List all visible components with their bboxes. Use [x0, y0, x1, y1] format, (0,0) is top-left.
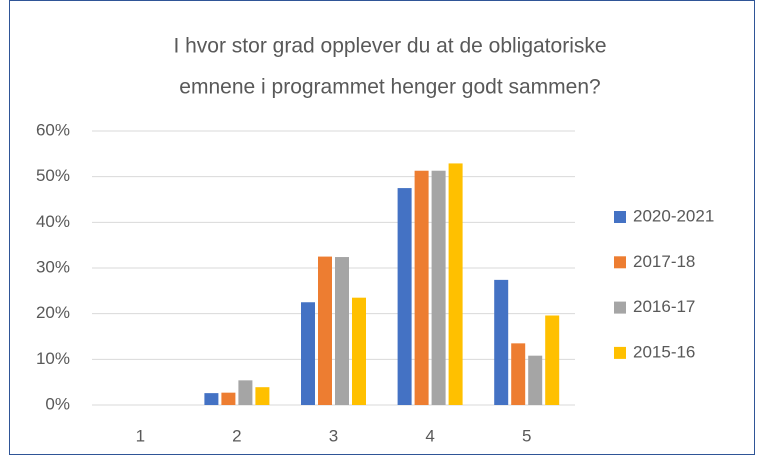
bar — [221, 392, 236, 405]
x-tick-label: 2 — [232, 426, 241, 445]
legend-swatch — [614, 211, 626, 223]
bar — [335, 257, 349, 405]
bar — [494, 279, 509, 405]
bar — [397, 188, 412, 405]
bar — [238, 380, 253, 405]
y-tick-label: 40% — [36, 212, 70, 231]
bar — [414, 170, 429, 405]
y-tick-label: 30% — [36, 257, 70, 276]
legend-swatch — [614, 346, 626, 359]
bar — [301, 302, 315, 405]
legend-swatch — [614, 256, 626, 269]
chart-frame — [9, 0, 755, 455]
legend-label: 2016-17 — [633, 297, 695, 316]
y-tick-label: 60% — [36, 120, 70, 139]
bar — [255, 387, 270, 405]
y-tick-label: 0% — [45, 394, 70, 413]
x-tick-label: 5 — [522, 426, 531, 445]
y-tick-label: 10% — [36, 349, 70, 368]
bar — [204, 393, 219, 405]
bar — [545, 315, 560, 405]
bar — [448, 163, 463, 405]
bar — [318, 256, 332, 405]
bar — [511, 343, 526, 405]
chart-title: I hvor stor grad opplever du at de oblig… — [173, 35, 606, 58]
x-tick-label: 4 — [425, 426, 434, 445]
bar — [431, 170, 446, 405]
legend-swatch — [614, 301, 626, 314]
legend-label: 2017-18 — [633, 252, 695, 271]
legend-label: 2015-16 — [633, 342, 695, 361]
x-tick-label: 1 — [136, 426, 145, 445]
x-tick-label: 3 — [329, 426, 338, 445]
bar — [528, 355, 543, 405]
y-tick-label: 20% — [36, 303, 70, 322]
y-tick-label: 50% — [36, 166, 70, 185]
legend-label: 2020-2021 — [633, 206, 714, 225]
chart-title: emnene i programmet henger godt sammen? — [179, 76, 600, 99]
bar — [352, 297, 366, 405]
